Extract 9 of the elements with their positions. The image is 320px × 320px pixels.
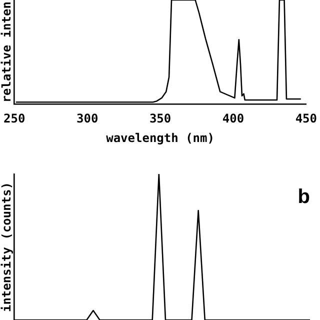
x-tick-label: 300 (76, 112, 98, 126)
y-axis-title: relative inten (0, 2, 14, 103)
annotation: b (298, 186, 310, 209)
x-tick-label: 450 (295, 112, 318, 126)
x-tick-label: 400 (222, 112, 244, 126)
x-tick-label: 250 (4, 112, 26, 126)
x-axis-title: wavelength (nm) (106, 130, 214, 145)
x-tick-label: 350 (149, 112, 172, 126)
y-axis-title: intensity (counts) (0, 182, 14, 312)
